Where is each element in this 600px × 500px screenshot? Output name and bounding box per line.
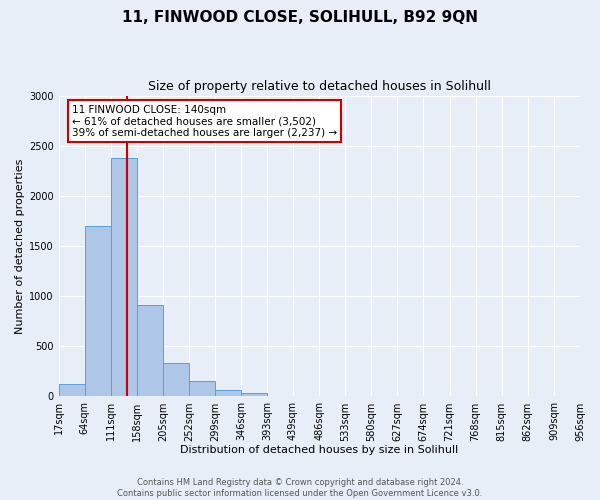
Bar — [85, 226, 111, 396]
Bar — [163, 363, 189, 396]
Text: 11 FINWOOD CLOSE: 140sqm
← 61% of detached houses are smaller (3,502)
39% of sem: 11 FINWOOD CLOSE: 140sqm ← 61% of detach… — [72, 104, 337, 138]
Title: Size of property relative to detached houses in Solihull: Size of property relative to detached ho… — [148, 80, 491, 93]
Bar — [215, 390, 241, 396]
Bar — [59, 384, 85, 396]
Bar — [241, 394, 268, 396]
Text: 11, FINWOOD CLOSE, SOLIHULL, B92 9QN: 11, FINWOOD CLOSE, SOLIHULL, B92 9QN — [122, 10, 478, 25]
Text: Contains HM Land Registry data © Crown copyright and database right 2024.
Contai: Contains HM Land Registry data © Crown c… — [118, 478, 482, 498]
Y-axis label: Number of detached properties: Number of detached properties — [15, 158, 25, 334]
Bar — [189, 382, 215, 396]
Bar — [111, 158, 137, 396]
X-axis label: Distribution of detached houses by size in Solihull: Distribution of detached houses by size … — [180, 445, 458, 455]
Bar — [137, 305, 163, 396]
